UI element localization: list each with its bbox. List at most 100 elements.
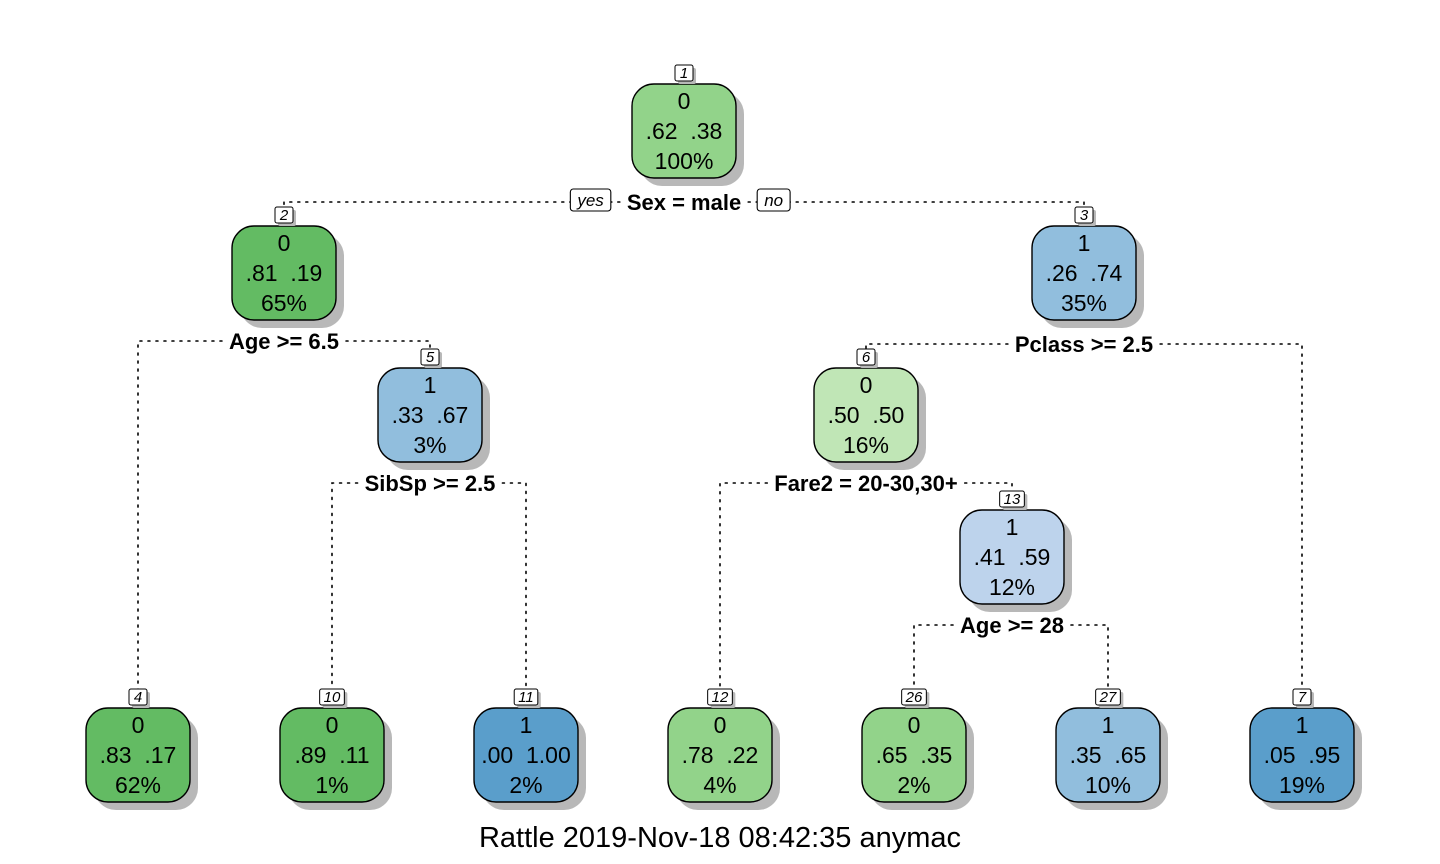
node-number: 10 [324,689,341,706]
node-percent: 12% [989,574,1035,600]
node-number-tag: 27 [1095,688,1124,708]
node-number: 6 [862,349,871,366]
edge-left-6 [865,343,1009,355]
node-percent: 65% [261,290,307,316]
split-label-6: Fare2 = 20-30,30+ [774,471,957,496]
node-percent: 2% [509,772,542,798]
node-number-tag: 12 [707,688,736,708]
edge-right-7 [1159,343,1303,695]
branch-no-tag: no [756,188,791,212]
node-10: 0 .89 .11 1% 10 [279,688,392,810]
node-probs: .62 .38 [646,118,723,144]
node-percent: 100% [655,148,714,174]
node-number: 11 [518,689,534,706]
node-probs: .33 .67 [392,402,469,428]
node-probs: .35 .65 [1070,742,1147,768]
tag-box [856,348,876,366]
node-5: 1 .33 .67 3% 5 [377,348,490,470]
node-class: 0 [714,712,727,738]
tag-box [128,688,148,706]
node-13: 1 .41 .59 12% 13 [959,490,1072,612]
node-number: 26 [905,689,923,706]
node-11: 1 .00 1.00 2% 11 [473,688,586,810]
node-26: 0 .65 .35 2% 26 [861,688,974,810]
node-percent: 19% [1279,772,1325,798]
node-percent: 1% [315,772,348,798]
node-number: 5 [426,349,435,366]
node-percent: 35% [1061,290,1107,316]
split-label-2: Age >= 6.5 [229,329,339,354]
node-percent: 4% [703,772,736,798]
node-probs: .05 .95 [1264,742,1341,768]
node-probs: .65 .35 [876,742,953,768]
split-label-13: Age >= 28 [960,613,1064,638]
node-class: 0 [908,712,921,738]
tag-box [901,688,927,706]
node-percent: 2% [897,772,930,798]
edge-layer [137,201,1303,695]
node-class: 1 [1102,712,1115,738]
branch-tag-box [569,188,612,212]
node-percent: 10% [1085,772,1131,798]
branch-yes-tag: yes [569,188,612,212]
edge-left-26 [913,624,954,695]
node-percent: 62% [115,772,161,798]
node-number-tag: 4 [128,688,150,708]
node-probs: .78 .22 [682,742,759,768]
edge-right-5 [345,340,431,355]
node-class: 1 [1296,712,1309,738]
edge-right-11 [501,482,527,695]
node-number-tag: 3 [1074,206,1096,226]
node-number: 7 [1298,689,1307,706]
node-class: 0 [326,712,339,738]
node-class: 1 [1078,230,1091,256]
edge-2 [137,340,431,695]
edge-right-27 [1070,624,1109,695]
node-probs: .41 .59 [974,544,1051,570]
node-27: 1 .35 .65 10% 27 [1055,688,1168,810]
edge-right-3 [747,201,1085,213]
node-percent: 16% [843,432,889,458]
node-number: 13 [1004,491,1021,508]
node-number-tag: 11 [513,688,541,708]
edge-left-2 [283,201,621,213]
node-number-tag: 7 [1292,688,1314,708]
branch-no-label: no [764,191,783,210]
tag-box [319,688,345,706]
node-number: 4 [134,689,142,706]
node-1: 0 .62 .38 100% 1 [631,64,744,186]
tag-box [1074,206,1094,224]
node-number: 2 [279,207,289,224]
node-number: 27 [1099,689,1117,706]
node-class: 1 [424,372,437,398]
node-percent: 3% [413,432,446,458]
split-label-3: Pclass >= 2.5 [1015,332,1153,357]
node-number-tag: 13 [999,490,1028,510]
node-7: 1 .05 .95 19% 7 [1249,688,1362,810]
node-number-tag: 10 [319,688,348,708]
node-probs: .00 1.00 [481,742,571,768]
edge-5 [331,482,527,695]
tag-box [513,688,539,706]
node-probs: .50 .50 [828,402,905,428]
tag-box [1095,688,1121,706]
caption: Rattle 2019-Nov-18 08:42:35 anymac [478,822,961,854]
edge-1 [283,201,1085,213]
node-class: 0 [278,230,291,256]
node-class: 0 [678,88,691,114]
branch-yes-label: yes [576,191,604,210]
edge-left-10 [331,482,359,695]
split-label-1: Sex = male [627,190,741,215]
node-6: 0 .50 .50 16% 6 [813,348,926,470]
tag-box [274,206,294,224]
split-label-5: SibSp >= 2.5 [365,471,496,496]
edge-left-4 [137,340,223,695]
edge-left-12 [719,482,769,695]
tag-box [420,348,440,366]
edge-3 [865,343,1303,695]
node-class: 0 [132,712,145,738]
node-class: 1 [520,712,533,738]
node-probs: .89 .11 [294,742,369,768]
node-class: 1 [1006,514,1019,540]
branch-tag-box [756,188,791,212]
